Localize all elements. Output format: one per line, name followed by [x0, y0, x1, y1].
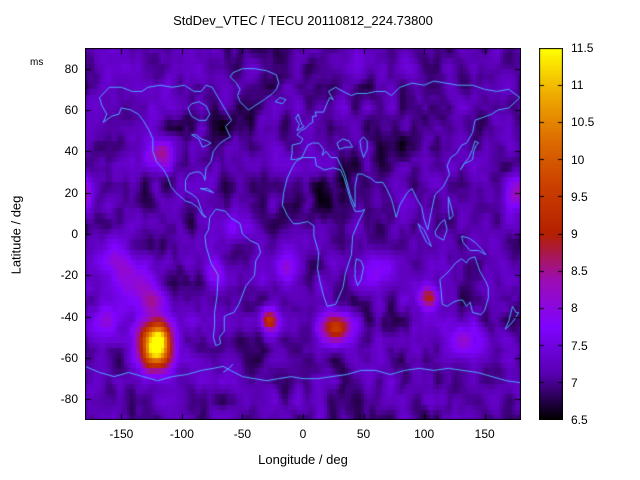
- colorbar-canvas: [539, 48, 563, 420]
- colorbar-tick-label: 6.5: [571, 413, 588, 427]
- y-tick-label: 0: [71, 227, 78, 241]
- y-tick-label: 20: [64, 185, 78, 200]
- colorbar-tick-label: 11: [571, 78, 584, 93]
- colorbar-tick-label: 10: [571, 152, 585, 167]
- colorbar-tick-label: 7: [571, 375, 578, 390]
- y-axis-label: Latitude / deg: [8, 195, 24, 275]
- x-tick-label: 50: [356, 427, 371, 441]
- colorbar-tick-label: 8.5: [571, 264, 588, 279]
- colorbar-tick-label: 10.5: [571, 115, 595, 130]
- x-tick-label: -50: [233, 427, 252, 441]
- x-tick-label: 100: [414, 427, 435, 441]
- y-tick-label: 40: [64, 144, 78, 159]
- y-tick-label: -60: [60, 351, 78, 365]
- x-tick-label: 150: [474, 427, 495, 441]
- plot-title: StdDev_VTEC / TECU 20110812_224.73800: [173, 13, 433, 28]
- colorbar-tick-label: 9.5: [571, 189, 588, 204]
- y-tick-label: -20: [60, 268, 78, 283]
- y-tick-label: 80: [64, 61, 78, 76]
- y-tick-label: -40: [60, 309, 78, 324]
- colorbar-tick-label: 9: [571, 227, 578, 241]
- x-tick-label: 0: [299, 427, 307, 441]
- colorbar-tick-label: 11.5: [571, 41, 594, 55]
- y-tick-label: -80: [60, 392, 78, 407]
- y-tick-label: 60: [64, 103, 78, 117]
- x-tick-label: -100: [169, 427, 194, 441]
- x-tick-label: -150: [109, 427, 134, 441]
- heatmap-canvas: [85, 48, 521, 420]
- stray-label: ms: [30, 57, 44, 68]
- colorbar-tick-label: 7.5: [571, 338, 588, 353]
- colorbar-tick-label: 8: [571, 301, 578, 316]
- x-axis-label: Longitude / deg: [258, 452, 348, 467]
